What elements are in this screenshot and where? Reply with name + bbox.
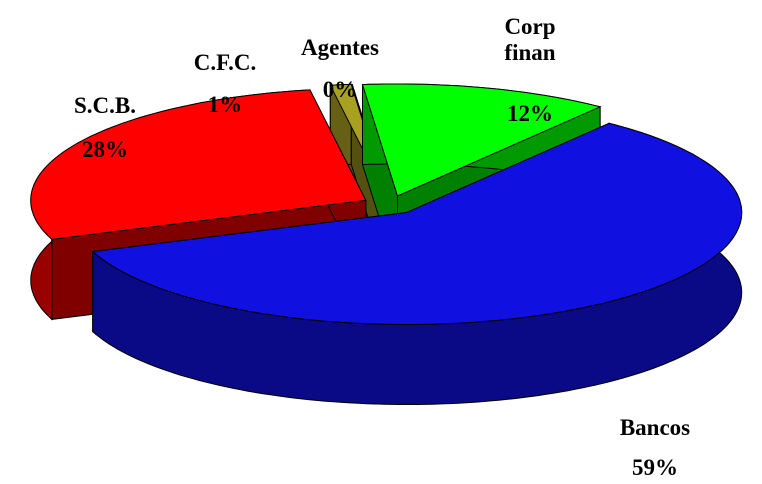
slice-name: S.C.B.	[74, 93, 136, 118]
slice-top	[361, 83, 602, 197]
slice-top	[91, 122, 743, 325]
slice-percent: 12%	[507, 101, 553, 126]
pie-slice	[91, 122, 743, 405]
slice-percent: 0%	[322, 77, 358, 102]
slice-percent: 59%	[632, 455, 678, 480]
slice-percent: 28%	[82, 137, 128, 162]
slice-name: Corp finan	[504, 14, 556, 65]
slice-top	[30, 89, 367, 240]
slice-name: Bancos	[619, 415, 691, 440]
slice-name: C.F.C.	[193, 50, 257, 75]
slice-name: Agentes	[301, 35, 379, 60]
slice-percent: 1%	[207, 92, 243, 117]
